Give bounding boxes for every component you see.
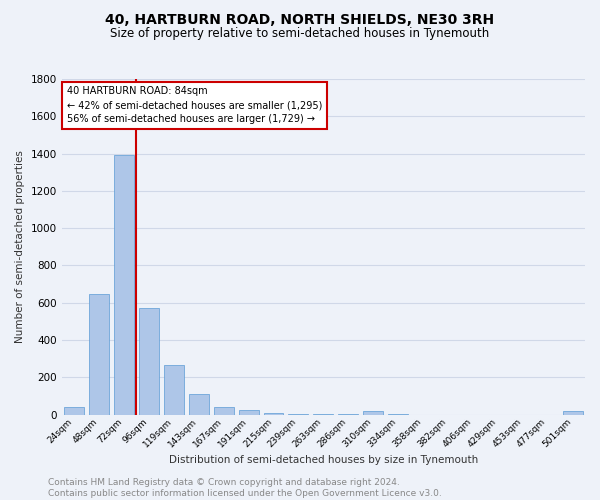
Text: 40 HARTBURN ROAD: 84sqm
← 42% of semi-detached houses are smaller (1,295)
56% of: 40 HARTBURN ROAD: 84sqm ← 42% of semi-de… (67, 86, 322, 124)
Bar (114, 156, 134, 414)
Text: Contains HM Land Registry data © Crown copyright and database right 2024.
Contai: Contains HM Land Registry data © Crown c… (48, 478, 442, 498)
Bar (239, 410, 259, 414)
Bar (263, 412, 283, 414)
Text: 40, HARTBURN ROAD, NORTH SHIELDS, NE30 3RH: 40, HARTBURN ROAD, NORTH SHIELDS, NE30 3… (106, 12, 494, 26)
Bar (189, 394, 209, 414)
Bar (363, 411, 383, 414)
Bar (64, 407, 84, 414)
Bar (563, 411, 583, 414)
Text: Size of property relative to semi-detached houses in Tynemouth: Size of property relative to semi-detach… (110, 28, 490, 40)
Bar (164, 365, 184, 414)
Bar (214, 408, 233, 414)
X-axis label: Distribution of semi-detached houses by size in Tynemouth: Distribution of semi-detached houses by … (169, 455, 478, 465)
Bar (89, 294, 109, 414)
Y-axis label: Number of semi-detached properties: Number of semi-detached properties (15, 150, 25, 343)
Bar (139, 308, 159, 414)
